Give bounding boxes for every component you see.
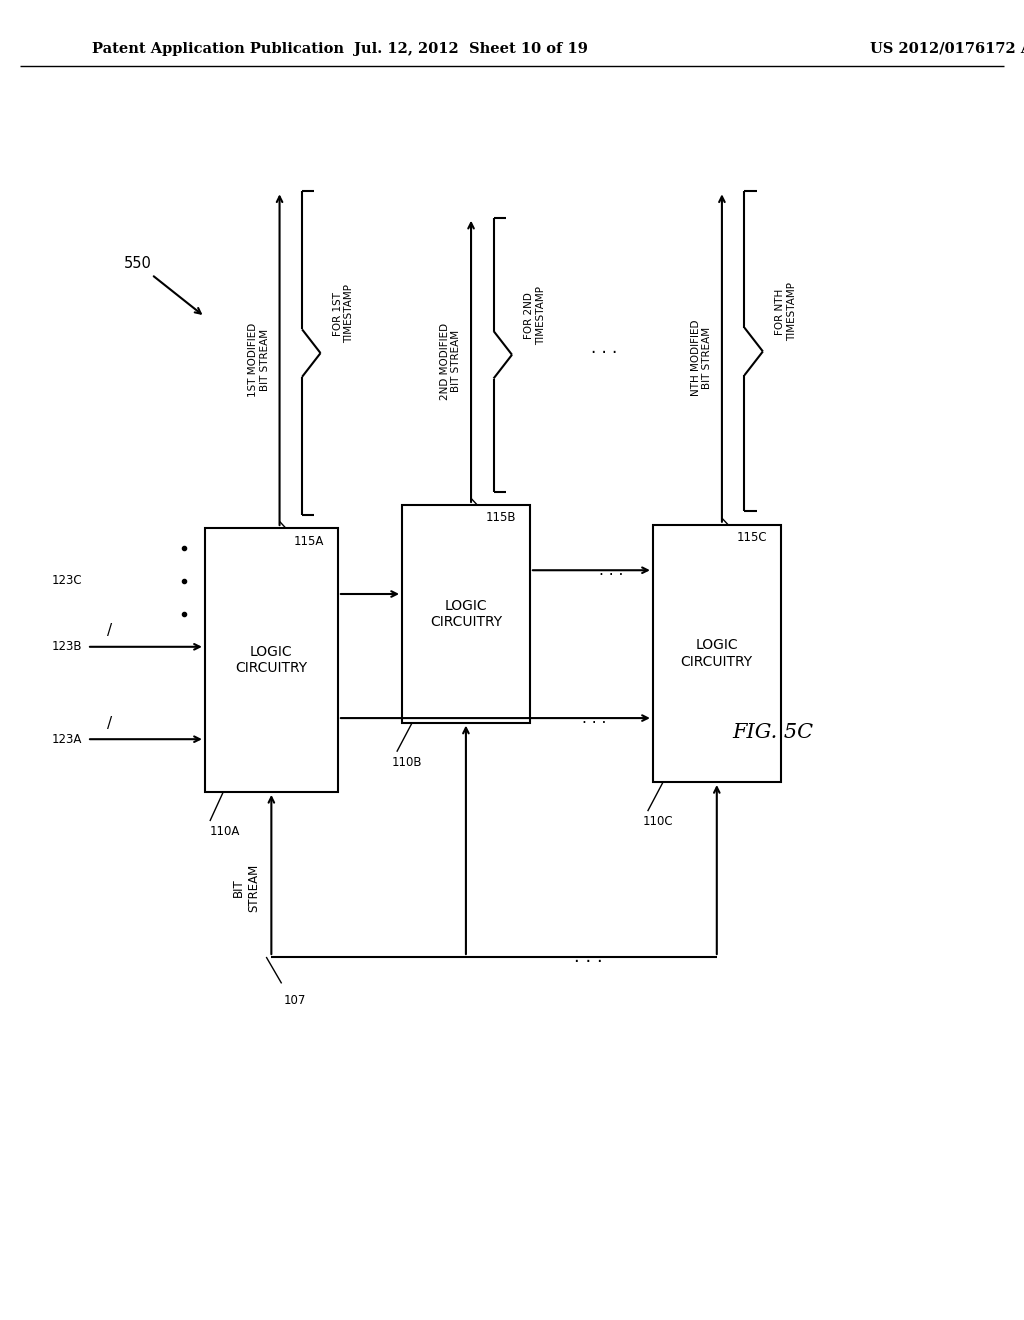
- Text: FOR 2ND
TIMESTAMP: FOR 2ND TIMESTAMP: [524, 285, 546, 345]
- Text: 110C: 110C: [643, 816, 673, 828]
- Text: NTH MODIFIED
BIT STREAM: NTH MODIFIED BIT STREAM: [690, 319, 713, 396]
- Text: 123B: 123B: [51, 640, 82, 653]
- Text: FIG. 5C: FIG. 5C: [732, 723, 814, 742]
- Text: 110B: 110B: [391, 755, 422, 768]
- Text: 115C: 115C: [736, 531, 767, 544]
- Text: 110A: 110A: [210, 825, 241, 838]
- Text: Patent Application Publication: Patent Application Publication: [92, 42, 344, 55]
- Text: /: /: [106, 715, 113, 731]
- Text: 115A: 115A: [294, 535, 325, 548]
- Text: FOR NTH
TIMESTAMP: FOR NTH TIMESTAMP: [775, 282, 797, 342]
- Text: 550: 550: [124, 256, 153, 272]
- Text: . . .: . . .: [591, 339, 617, 358]
- Text: LOGIC
CIRCUITRY: LOGIC CIRCUITRY: [236, 645, 307, 675]
- Text: 123A: 123A: [51, 733, 82, 746]
- Bar: [401, 504, 530, 722]
- Text: 115B: 115B: [485, 511, 516, 524]
- Bar: [653, 524, 780, 781]
- Text: 123C: 123C: [51, 574, 82, 587]
- Text: BIT
STREAM: BIT STREAM: [231, 863, 260, 912]
- Text: FOR 1ST
TIMESTAMP: FOR 1ST TIMESTAMP: [333, 284, 354, 343]
- Text: US 2012/0176172 A1: US 2012/0176172 A1: [870, 42, 1024, 55]
- Text: 107: 107: [284, 994, 306, 1007]
- Text: Jul. 12, 2012  Sheet 10 of 19: Jul. 12, 2012 Sheet 10 of 19: [354, 42, 588, 55]
- Text: /: /: [106, 623, 113, 639]
- Text: LOGIC
CIRCUITRY: LOGIC CIRCUITRY: [681, 639, 753, 668]
- Text: . . .: . . .: [574, 948, 603, 966]
- Text: . . .: . . .: [582, 710, 606, 726]
- Text: 2ND MODIFIED
BIT STREAM: 2ND MODIFIED BIT STREAM: [439, 323, 462, 400]
- Text: LOGIC
CIRCUITRY: LOGIC CIRCUITRY: [430, 599, 502, 628]
- Bar: [205, 528, 338, 792]
- Text: . . .: . . .: [599, 562, 624, 578]
- Text: 1ST MODIFIED
BIT STREAM: 1ST MODIFIED BIT STREAM: [248, 322, 270, 397]
